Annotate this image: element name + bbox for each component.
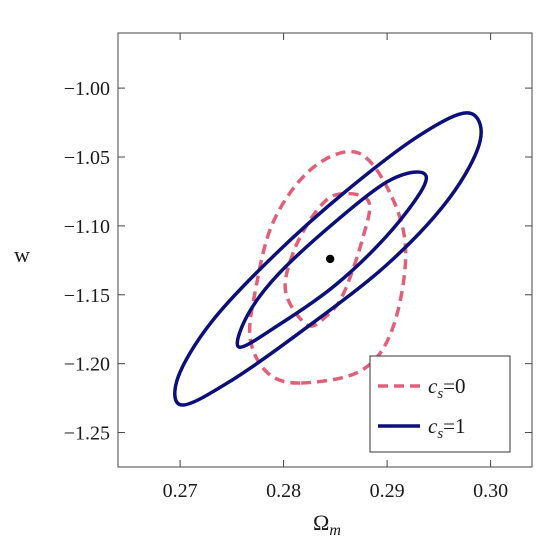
y-tick-label: −1.10 — [64, 216, 110, 238]
x-axis-label-subscript: m — [329, 522, 341, 539]
contour-cs1-outer — [173, 111, 483, 407]
x-tick-label: 0.30 — [473, 480, 508, 502]
contours — [173, 111, 483, 407]
y-tick-label: −1.25 — [64, 423, 110, 445]
y-axis-label: w — [14, 242, 30, 267]
legend-label-cs0: cs=0 — [428, 374, 466, 402]
x-tick-label: 0.29 — [370, 480, 405, 502]
y-tick-label: −1.00 — [64, 78, 110, 100]
y-tick-label: −1.05 — [64, 147, 110, 169]
x-tick-label: 0.27 — [163, 480, 198, 502]
x-tick-label: 0.28 — [266, 480, 301, 502]
legend-box — [369, 355, 511, 453]
fiducial-point — [325, 254, 335, 264]
legend-label-cs1: cs=1 — [428, 414, 466, 442]
ticks: 0.27 0.28 0.29 0.30 −1.00 −1.05 −1.10 −1.15 −1.2… — [64, 33, 532, 502]
y-tick-label: −1.15 — [64, 285, 110, 307]
y-tick-label: −1.20 — [64, 354, 110, 376]
contour-cs1-inner — [235, 170, 429, 349]
x-axis-label-symbol: Ω — [313, 510, 329, 535]
x-axis-label: Ωm — [313, 510, 341, 539]
legend: cs=0 cs=1 — [369, 355, 511, 453]
